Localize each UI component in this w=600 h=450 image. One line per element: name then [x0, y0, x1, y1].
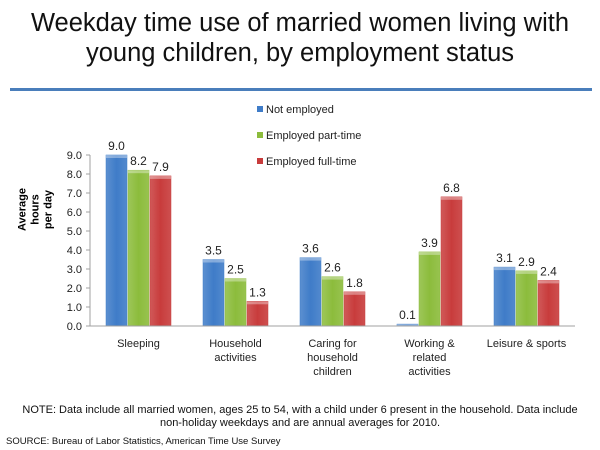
legend: Not employed Employed part-time Employed f…	[257, 104, 361, 168]
y-tick-label: 2.0	[67, 283, 82, 295]
data-label: 2.5	[227, 263, 244, 277]
bar-employed-full-time-2	[343, 291, 366, 327]
bar-chart: Not employed Employed part-time Employed f…	[67, 104, 575, 378]
legend-label: Employed full-time	[266, 156, 356, 168]
bar-highlight	[516, 270, 537, 274]
bar-highlight	[225, 278, 246, 282]
y-tick-label: 8.0	[67, 169, 82, 181]
bar-employed-part-time-1	[224, 278, 247, 327]
x-tick-label: Leisure & sports	[487, 338, 567, 350]
note-text: NOTE: Data include all married women, ag…	[0, 404, 600, 430]
legend-label: Not employed	[266, 104, 334, 116]
bar-not-employed-2	[299, 257, 322, 327]
bar-employed-part-time-2	[321, 276, 344, 327]
chart-title-line-2: young children, by employment status	[85, 39, 515, 67]
bar-employed-full-time-0	[149, 175, 172, 327]
bars: 9.0 8.2 7.9 3.5 2.5 1.3 3.6 2.6 1.8 0.1 3.9 6.8 3.1 2…	[105, 139, 560, 328]
legend-swatch	[257, 158, 263, 164]
x-tick-label: Caring for	[308, 338, 357, 350]
x-tick-label: children	[313, 366, 352, 378]
bar-highlight	[494, 267, 515, 271]
y-tick-label: 3.0	[67, 264, 82, 276]
chart-title-line-1: Weekday time use of married women living…	[30, 9, 570, 37]
data-label: 2.9	[518, 255, 535, 269]
note-line-2: non-holiday weekdays and are annual aver…	[159, 417, 441, 429]
data-label: 1.8	[346, 276, 363, 290]
y-axis: 0.0 1.0 2.0 3.0 4.0 5.0 6.0 7.0 8.0 9.0	[67, 150, 91, 333]
bar-employed-full-time-4	[537, 280, 560, 327]
data-label: 2.6	[324, 261, 341, 275]
bar-employed-part-time-4	[515, 270, 538, 327]
data-label: 3.6	[302, 242, 319, 256]
data-label: 7.9	[152, 160, 169, 174]
data-label: 3.5	[205, 244, 222, 258]
x-tick-label: Sleeping	[117, 338, 160, 350]
data-label: 3.1	[496, 251, 513, 265]
data-label: 3.9	[421, 236, 438, 250]
bar-highlight	[538, 280, 559, 284]
x-axis: Sleeping Household activities Caring for hou…	[90, 325, 575, 378]
bar-highlight	[150, 175, 171, 179]
y-tick-label: 6.0	[67, 207, 82, 219]
bar-highlight	[247, 301, 268, 305]
data-label: 2.4	[540, 264, 557, 278]
source-text: SOURCE: Bureau of Labor Statistics, Amer…	[6, 436, 281, 447]
bar-not-employed-1	[202, 259, 225, 327]
legend-swatch	[257, 106, 263, 112]
note-line-1: NOTE: Data include all married women, ag…	[22, 404, 578, 416]
legend-label: Employed part-time	[266, 130, 361, 142]
bar-employed-full-time-1	[246, 301, 269, 327]
x-tick-label: Household	[209, 338, 262, 350]
x-tick-label: activities	[408, 366, 451, 378]
legend-swatch	[257, 132, 263, 138]
bar-highlight	[441, 196, 462, 200]
x-tick-label: household	[307, 352, 358, 364]
chart-title: Weekday time use of married women living…	[0, 8, 600, 68]
bar-highlight	[128, 170, 149, 174]
bar-highlight	[300, 257, 321, 261]
x-tick-label: related	[413, 352, 447, 364]
data-label: 9.0	[108, 139, 125, 153]
bar-not-employed-0	[105, 154, 128, 327]
y-tick-label: 1.0	[67, 302, 82, 314]
bar-employed-part-time-3	[418, 251, 441, 327]
bar-employed-part-time-0	[127, 169, 150, 327]
title-divider	[10, 88, 592, 91]
bar-highlight	[419, 251, 440, 255]
data-label: 6.8	[443, 181, 460, 195]
y-tick-label: 0.0	[67, 321, 82, 333]
data-label: 1.3	[249, 285, 266, 299]
x-tick-label: activities	[214, 352, 257, 364]
y-tick-label: 7.0	[67, 188, 82, 200]
x-tick-label: Working &	[404, 338, 455, 350]
data-label: 8.2	[130, 154, 147, 168]
bar-employed-full-time-3	[440, 196, 463, 327]
bar-highlight	[203, 259, 224, 263]
y-tick-label: 5.0	[67, 226, 82, 238]
bar-not-employed-4	[493, 266, 516, 327]
bar-highlight	[322, 276, 343, 280]
y-tick-label: 4.0	[67, 245, 82, 257]
bar-highlight	[106, 155, 127, 158]
bar-highlight	[344, 291, 365, 295]
data-label: 0.1	[399, 308, 416, 322]
y-tick-label: 9.0	[67, 150, 82, 162]
